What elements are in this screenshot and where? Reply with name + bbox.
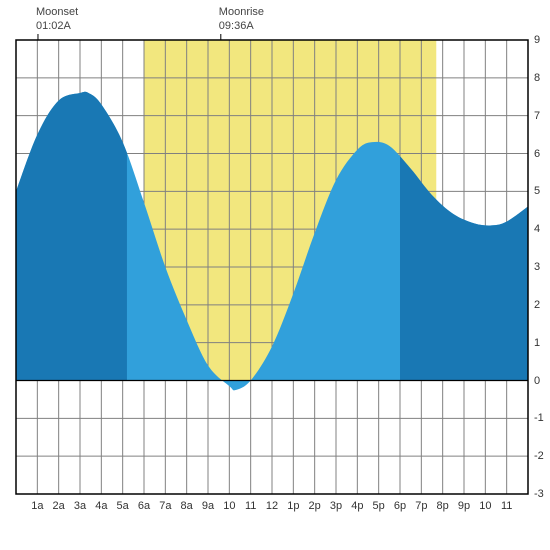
y-tick-label: 6 [534, 148, 540, 160]
x-tick-label: 11 [245, 500, 256, 512]
x-tick-label: 12 [266, 500, 278, 512]
x-tick-label: 7a [159, 500, 171, 512]
y-tick-label: -2 [534, 450, 544, 462]
x-tick-label: 3a [74, 500, 86, 512]
y-tick-label: 2 [534, 299, 540, 311]
y-tick-label: 0 [534, 375, 540, 387]
x-tick-label: 4a [95, 500, 107, 512]
x-tick-label: 10 [223, 500, 235, 512]
x-tick-label: 5p [373, 500, 385, 512]
y-tick-label: 5 [534, 185, 540, 197]
y-tick-label: 1 [534, 337, 540, 349]
x-tick-label: 9p [458, 500, 470, 512]
x-tick-label: 7p [415, 500, 427, 512]
x-tick-label: 8a [181, 500, 193, 512]
chart-svg [0, 0, 550, 550]
y-tick-label: -1 [534, 412, 544, 424]
x-tick-label: 8p [437, 500, 449, 512]
x-tick-label: 1a [31, 500, 43, 512]
y-tick-label: -3 [534, 488, 544, 500]
x-tick-label: 1p [287, 500, 299, 512]
y-tick-label: 4 [534, 223, 540, 235]
y-tick-label: 8 [534, 72, 540, 84]
x-tick-label: 2p [309, 500, 321, 512]
moonset-annotation: Moonset 01:02A [36, 6, 78, 34]
x-tick-label: 5a [117, 500, 129, 512]
x-tick-label: 2a [53, 500, 65, 512]
x-tick-label: 11 [501, 500, 512, 512]
y-tick-label: 9 [534, 34, 540, 46]
x-tick-label: 9a [202, 500, 214, 512]
x-tick-label: 6p [394, 500, 406, 512]
x-tick-label: 10 [479, 500, 491, 512]
x-tick-label: 6a [138, 500, 150, 512]
y-tick-label: 7 [534, 110, 540, 122]
tide-chart: { "chart": { "type": "area", "width": 55… [0, 0, 550, 550]
x-tick-label: 4p [351, 500, 363, 512]
moonrise-annotation: Moonrise 09:36A [219, 6, 264, 34]
x-tick-label: 3p [330, 500, 342, 512]
y-tick-label: 3 [534, 261, 540, 273]
